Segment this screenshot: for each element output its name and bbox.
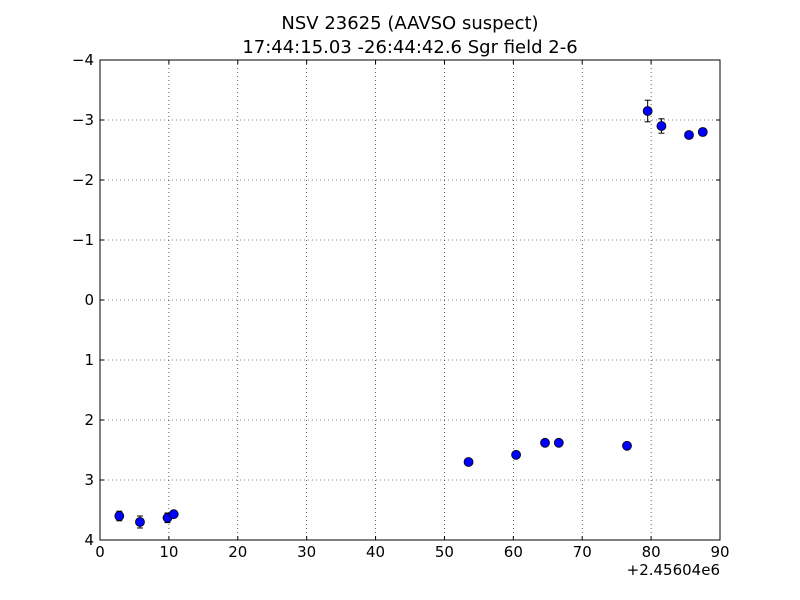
y-tick-label: −3: [72, 111, 94, 129]
data-point: [642, 106, 653, 116]
data-point: [697, 127, 708, 137]
data-point: [553, 437, 564, 448]
x-tick-label: 10: [159, 543, 178, 561]
data-point: [511, 449, 521, 460]
y-tick-label: 2: [84, 411, 94, 429]
y-tick-label: 0: [84, 291, 94, 309]
chart-title: NSV 23625 (AAVSO suspect): [281, 13, 538, 34]
y-tick-label: −4: [72, 51, 94, 69]
x-tick-label: 60: [504, 543, 523, 561]
y-tick-label: 3: [84, 471, 94, 489]
data-point: [540, 437, 550, 448]
data-point: [463, 457, 474, 467]
data-point: [168, 509, 179, 520]
grid-lines: [100, 60, 720, 540]
data-point: [114, 511, 125, 521]
x-tick-label: 40: [366, 543, 385, 561]
data-point: [656, 121, 667, 131]
x-tick-label: 0: [95, 543, 105, 561]
chart-subtitle: 17:44:15.03 -26:44:42.6 Sgr field 2-6: [242, 37, 577, 58]
x-tick-label: 20: [228, 543, 247, 561]
data-point: [622, 440, 632, 451]
y-tick-label: 4: [84, 531, 94, 549]
data-point: [684, 130, 694, 140]
y-tick-label: −1: [72, 231, 94, 249]
x-tick-label: 90: [710, 543, 729, 561]
x-tick-label: 30: [297, 543, 316, 561]
x-offset-label: +2.45604e6: [627, 561, 720, 579]
y-tick-label: 1: [84, 351, 94, 369]
data-points: [114, 99, 708, 529]
data-point: [135, 517, 145, 527]
x-tick-label: 70: [573, 543, 592, 561]
y-tick-label: −2: [72, 171, 94, 189]
x-tick-label: 50: [435, 543, 454, 561]
axis-ticks: 0 10 20 30 40 50 60 70 80 90 −4 −3 −2 −1 0 1 2 3 4: [72, 51, 730, 561]
x-tick-label: 80: [642, 543, 661, 561]
